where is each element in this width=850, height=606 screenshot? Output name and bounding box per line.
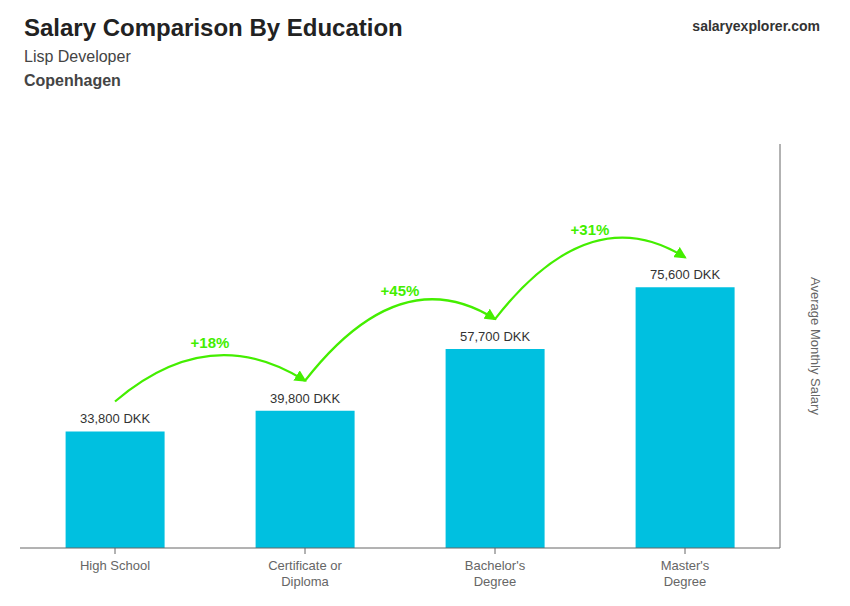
svg-text:Master'sDegree: Master'sDegree bbox=[661, 558, 710, 589]
svg-text:75,600 DKK: 75,600 DKK bbox=[650, 267, 720, 282]
svg-text:Certificate orDiploma: Certificate orDiploma bbox=[268, 558, 342, 589]
svg-text:39,800 DKK: 39,800 DKK bbox=[270, 391, 340, 406]
html-text:Copenhagen: Copenhagen bbox=[24, 72, 121, 89]
svg-text:Average Monthly Salary: Average Monthly Salary bbox=[808, 277, 823, 415]
svg-text:+45%: +45% bbox=[381, 282, 420, 299]
svg-text:33,800 DKK: 33,800 DKK bbox=[80, 411, 150, 426]
svg-text:Bachelor'sDegree: Bachelor'sDegree bbox=[465, 558, 526, 589]
html-text:salary explorer.com: salary explorer.com bbox=[692, 18, 820, 34]
svg-text:High School: High School bbox=[80, 558, 150, 573]
html-text:Lisp Developer: Lisp Developer bbox=[24, 48, 131, 65]
svg-text:+18%: +18% bbox=[191, 334, 230, 351]
html-text:Salary Comparison By Education: Salary Comparison By Education bbox=[24, 14, 403, 41]
svg-text:57,700 DKK: 57,700 DKK bbox=[460, 329, 530, 344]
svg-text:+31%: +31% bbox=[571, 221, 610, 238]
